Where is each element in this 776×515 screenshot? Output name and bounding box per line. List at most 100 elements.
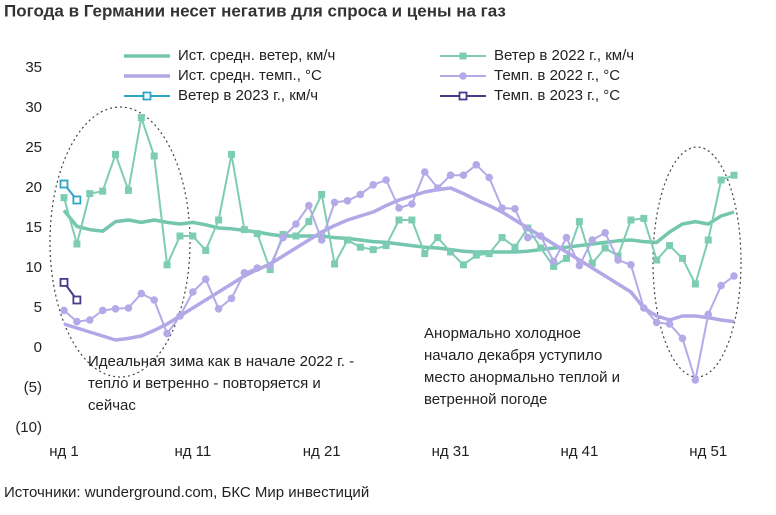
marker: [446, 171, 455, 179]
marker: [59, 179, 69, 189]
annotation: Идеальная зима как в начале 2022 г. -: [88, 353, 354, 370]
series-line: [62, 209, 735, 254]
marker: [459, 261, 467, 269]
marker: [150, 152, 158, 160]
marker: [343, 197, 352, 205]
marker: [717, 176, 725, 184]
marker: [485, 173, 493, 182]
marker: [201, 275, 210, 284]
marker: [356, 243, 364, 251]
marker: [678, 254, 686, 262]
marker: [447, 248, 455, 256]
marker: [176, 312, 184, 320]
marker: [292, 232, 300, 240]
marker: [678, 334, 687, 343]
y-tick-label: 25: [25, 139, 42, 156]
marker: [163, 261, 171, 269]
marker: [588, 236, 597, 244]
y-tick-label: (10): [15, 419, 42, 436]
highlight-ellipse: [49, 106, 191, 378]
marker: [163, 329, 171, 338]
marker: [717, 281, 725, 290]
marker: [266, 266, 274, 274]
marker: [73, 240, 81, 248]
marker: [279, 233, 287, 242]
marker: [305, 218, 313, 226]
marker: [292, 220, 300, 228]
x-tick-label: нд 1: [49, 443, 79, 460]
marker: [356, 190, 365, 199]
marker: [498, 234, 506, 242]
marker: [240, 226, 248, 234]
marker: [253, 264, 262, 272]
marker: [420, 168, 429, 176]
annotation: начало декабря уступило: [424, 347, 602, 364]
marker: [652, 318, 661, 327]
series-line: [63, 163, 735, 381]
legend-marker: [142, 91, 152, 101]
marker: [73, 317, 81, 326]
marker: [60, 194, 68, 202]
y-tick-label: (5): [24, 379, 42, 396]
annotation: тепло и ветренно - повторяется и: [88, 375, 321, 392]
marker: [189, 288, 197, 296]
marker: [150, 296, 158, 304]
marker: [691, 280, 699, 288]
y-tick-label: 20: [25, 179, 42, 196]
x-tick-label: нд 21: [303, 443, 341, 460]
marker: [536, 232, 545, 240]
highlight-ellipse: [652, 146, 742, 378]
marker: [124, 304, 133, 312]
marker: [730, 272, 738, 280]
legend-label: Ветер в 2022 г., км/ч: [494, 47, 634, 64]
marker: [382, 176, 390, 184]
y-tick-label: 5: [34, 299, 42, 316]
source: Источники: wunderground.com, БКС Мир инв…: [4, 484, 369, 501]
legend-label: Темп. в 2023 г., °C: [494, 87, 620, 104]
marker: [550, 262, 558, 270]
marker: [98, 306, 107, 315]
y-tick-label: 30: [25, 99, 42, 116]
marker: [640, 304, 648, 312]
marker: [665, 320, 674, 328]
marker: [730, 171, 738, 179]
marker: [253, 230, 261, 238]
marker: [60, 306, 68, 315]
x-tick-label: нд 11: [174, 443, 211, 460]
annotation: место анормально теплой и: [424, 369, 620, 386]
x-tick-label: нд 51: [689, 443, 727, 460]
marker: [111, 305, 120, 313]
marker: [614, 256, 622, 264]
marker: [240, 269, 249, 277]
marker: [227, 294, 236, 303]
marker: [395, 216, 403, 224]
marker: [382, 242, 390, 250]
legend-label: Темп. в 2022 г., °C: [494, 67, 620, 84]
annotation: сейчас: [88, 397, 136, 414]
marker: [627, 261, 635, 269]
legend-label: Ист. средн. темп., °C: [178, 67, 322, 84]
marker: [72, 295, 82, 305]
marker: [511, 205, 519, 213]
annotation: Анормально холодное: [424, 325, 581, 342]
marker: [369, 181, 378, 189]
marker: [472, 161, 481, 169]
marker: [189, 232, 197, 240]
marker: [575, 261, 584, 270]
marker: [330, 198, 339, 207]
marker: [318, 190, 326, 198]
marker: [305, 201, 313, 210]
marker: [408, 200, 416, 208]
y-tick-label: 0: [34, 339, 42, 356]
marker: [588, 259, 596, 267]
marker: [434, 234, 442, 242]
legend-label: Ветер в 2023 г., км/ч: [178, 87, 318, 104]
marker: [266, 261, 274, 270]
x-tick-label: нд 41: [560, 443, 598, 460]
chart-title: Погода в Германии несет негатив для спро…: [4, 1, 506, 20]
marker: [124, 186, 132, 194]
legend-marker: [458, 91, 468, 101]
marker: [459, 171, 468, 179]
series-line: [63, 186, 735, 342]
